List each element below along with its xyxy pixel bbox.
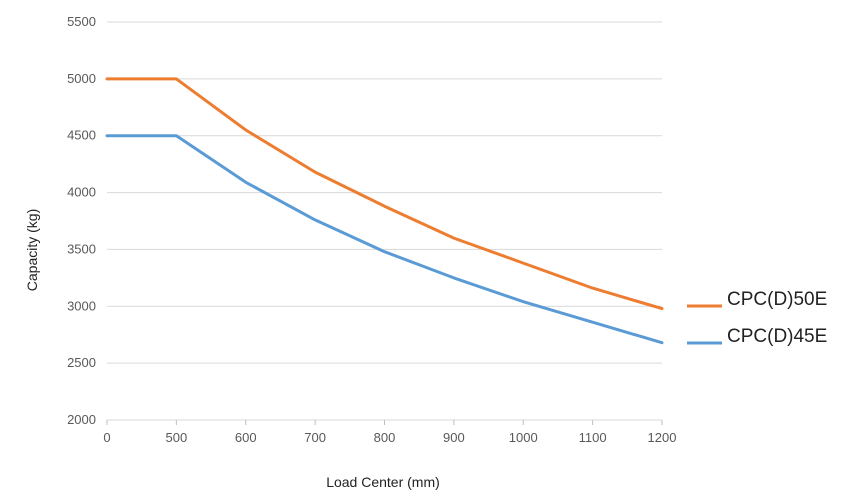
x-tick-labels: 0 500 600 700 800 900 1000 1100 1200 — [103, 420, 676, 445]
y-tick-label: 5500 — [67, 14, 96, 29]
y-tick-label: 3500 — [67, 241, 96, 256]
y-tick-label: 3000 — [67, 298, 96, 313]
legend-label: CPC(D)50E — [727, 289, 827, 310]
x-tick-label: 700 — [304, 430, 326, 445]
legend-label: CPC(D)45E — [727, 326, 827, 347]
y-tick-label: 2500 — [67, 355, 96, 370]
x-axis-title: Load Center (mm) — [326, 474, 440, 490]
series-line-2 — [105, 134, 664, 345]
y-tick-labels: 2000 2500 3000 3500 4000 4500 5000 5500 — [67, 14, 96, 427]
y-tick-label: 5000 — [67, 71, 96, 86]
x-tick-label: 900 — [443, 430, 465, 445]
series-line-1 — [105, 77, 664, 311]
x-tick-label: 1000 — [509, 430, 538, 445]
y-tick-label: 4500 — [67, 128, 96, 143]
x-tick-label: 600 — [235, 430, 257, 445]
x-tick-label: 500 — [166, 430, 188, 445]
x-tick-label: 1100 — [579, 430, 607, 445]
gridlines — [107, 21, 662, 421]
y-tick-label: 2000 — [67, 412, 96, 427]
y-tick-label: 4000 — [67, 185, 96, 200]
x-tick-label: 0 — [103, 430, 110, 445]
series-lines — [105, 77, 664, 345]
x-tick-label: 1200 — [648, 430, 677, 445]
legend: CPC(D)50E CPC(D)45E — [687, 289, 827, 347]
y-axis-title: Capacity (kg) — [24, 209, 40, 291]
x-tick-label: 800 — [374, 430, 396, 445]
